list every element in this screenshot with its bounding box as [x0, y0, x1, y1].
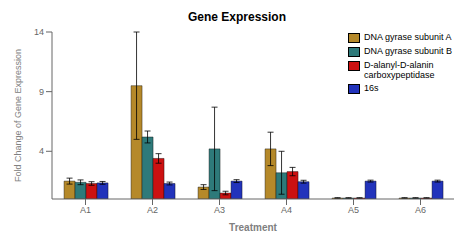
html-text:DNA gyrase subunit B: DNA gyrase subunit B: [364, 46, 452, 56]
svg-text:A2: A2: [147, 205, 158, 215]
svg-text:Fold Change of Gene Expression: Fold Change of Gene Expression: [13, 49, 23, 182]
svg-text:A5: A5: [348, 205, 359, 215]
html-text:DNA gyrase subunit A: DNA gyrase subunit A: [364, 32, 452, 42]
svg-text:A3: A3: [214, 205, 225, 215]
svg-text:4: 4: [39, 146, 44, 156]
html-text:D-alanyl-D-alanin carboxypepti: D-alanyl-D-alanin carboxypeptidase: [364, 60, 435, 80]
html-text:Gene Expression: Gene Expression: [188, 10, 286, 24]
svg-text:A4: A4: [281, 205, 292, 215]
svg-text:14: 14: [34, 27, 44, 37]
svg-text:A6: A6: [415, 205, 426, 215]
svg-text:A1: A1: [80, 205, 91, 215]
html-text:16s: 16s: [364, 83, 379, 93]
svg-text:Treatment: Treatment: [229, 222, 277, 233]
svg-text:9: 9: [39, 87, 44, 97]
